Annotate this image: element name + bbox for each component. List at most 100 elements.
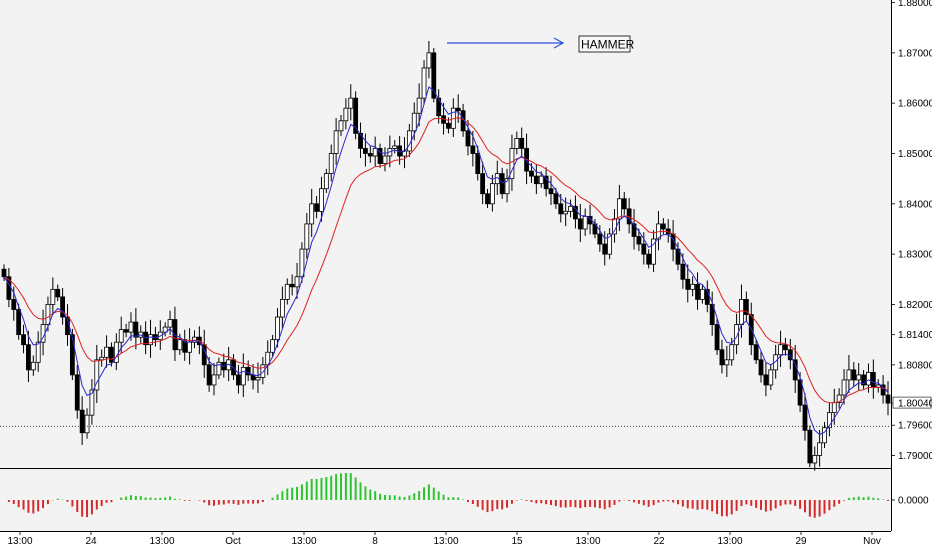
x-tick-label: 13:00 — [575, 536, 600, 547]
candle-body — [489, 183, 495, 205]
candle-body — [602, 243, 608, 255]
current-price-label: 1.80040 — [898, 399, 932, 410]
candle-body — [568, 205, 573, 212]
hammer-label: HAMMER — [581, 38, 635, 52]
candle-body — [841, 379, 847, 396]
main-plot-bg — [0, 0, 891, 468]
candle-body — [104, 346, 109, 358]
candle-body — [582, 215, 588, 230]
y-tick-label: 1.81400 — [898, 330, 932, 341]
candle-body — [533, 175, 539, 185]
candle-body — [563, 210, 569, 215]
current-price-tag-bg — [892, 396, 932, 409]
candle-body — [831, 402, 837, 414]
candle-body — [69, 334, 75, 376]
candle-body — [240, 366, 246, 386]
x-tick-label: Oct — [225, 536, 241, 547]
candle-body — [133, 321, 139, 338]
candle-body — [739, 299, 744, 325]
candle-body — [45, 304, 51, 325]
candle-body — [558, 203, 564, 215]
candle-body — [758, 359, 764, 376]
candle-body — [162, 326, 168, 333]
candle-body — [392, 145, 398, 149]
candle-body — [636, 236, 642, 245]
candle-body — [646, 253, 652, 265]
candle-body — [172, 319, 178, 351]
candle-body — [187, 341, 192, 353]
candle-body — [675, 248, 681, 265]
y-tick-label: 1.86000 — [898, 99, 932, 110]
candle-body — [11, 299, 17, 310]
candle-body — [343, 107, 349, 122]
candle-body — [822, 427, 827, 444]
candle-body — [260, 364, 266, 378]
candle-body — [861, 374, 866, 386]
y-tick-label: 1.83000 — [898, 250, 932, 261]
candle-body — [870, 371, 876, 388]
candle-body — [328, 153, 334, 175]
candle-body — [319, 188, 324, 212]
candle-body — [279, 299, 285, 318]
candle-body — [631, 223, 637, 237]
y-tick-label: 1.79600 — [898, 421, 932, 432]
candle-body — [431, 52, 437, 99]
x-tick-label: Nov — [863, 536, 881, 547]
candle-body — [573, 205, 578, 220]
candle-body — [719, 349, 725, 366]
candle-body — [26, 344, 31, 371]
candle-body — [612, 218, 617, 235]
candle-body — [416, 97, 422, 114]
candle-body — [363, 148, 368, 154]
candle-body — [211, 374, 217, 386]
candle-body — [553, 193, 559, 205]
y-tick-label: 1.87000 — [898, 48, 932, 59]
candle-body — [514, 137, 520, 149]
x-tick-label: 29 — [795, 536, 807, 547]
candle-body — [529, 170, 534, 177]
y-tick-label: 1.84000 — [898, 199, 932, 210]
candle-body — [499, 173, 505, 195]
candle-body — [700, 288, 705, 300]
candle-body — [836, 394, 842, 403]
candle-body — [426, 52, 432, 69]
hammer-label-box — [578, 35, 631, 53]
candle-body — [16, 309, 22, 336]
candle-body — [480, 173, 486, 195]
candle-body — [128, 321, 134, 333]
candle-body — [455, 107, 461, 112]
y-tick-label: 1.88000 — [898, 0, 932, 9]
candle-body — [358, 132, 363, 149]
candle-body — [35, 341, 41, 363]
candle-body — [348, 97, 354, 109]
candle-body — [382, 155, 388, 164]
candle-body — [695, 283, 700, 300]
candle-body — [680, 263, 686, 280]
candle-body — [641, 243, 647, 255]
candle-body — [792, 359, 798, 381]
oscillator-zero-label: 0.0000 — [898, 496, 929, 507]
candle-body — [177, 339, 183, 351]
candle-body — [856, 374, 862, 381]
ma-lines-group — [3, 86, 889, 436]
oscillator-plot-bg — [0, 469, 891, 531]
x-tick-label: 13:00 — [717, 536, 742, 547]
candle-body — [206, 364, 212, 386]
candle-body — [94, 359, 100, 391]
candle-body — [372, 148, 378, 157]
x-tick-label: 15 — [511, 536, 523, 547]
candle-body — [304, 223, 310, 250]
candle-body — [475, 153, 481, 175]
candle-body — [289, 283, 295, 288]
y-tick-label: 1.80800 — [898, 360, 932, 371]
x-tick-label: 24 — [85, 536, 97, 547]
candle-body — [690, 283, 696, 290]
candle-body — [314, 203, 319, 212]
candle-body — [660, 223, 666, 230]
candle-body — [148, 334, 153, 346]
candle-body — [245, 366, 251, 376]
x-tick-label: 13:00 — [433, 536, 458, 547]
x-axis-ticks: 13:00 24 13:00 Oct 13:00 8 13:00 15 13:00 22 13:00… — [7, 531, 881, 547]
candle-body — [333, 130, 339, 154]
candle-body — [783, 344, 788, 351]
